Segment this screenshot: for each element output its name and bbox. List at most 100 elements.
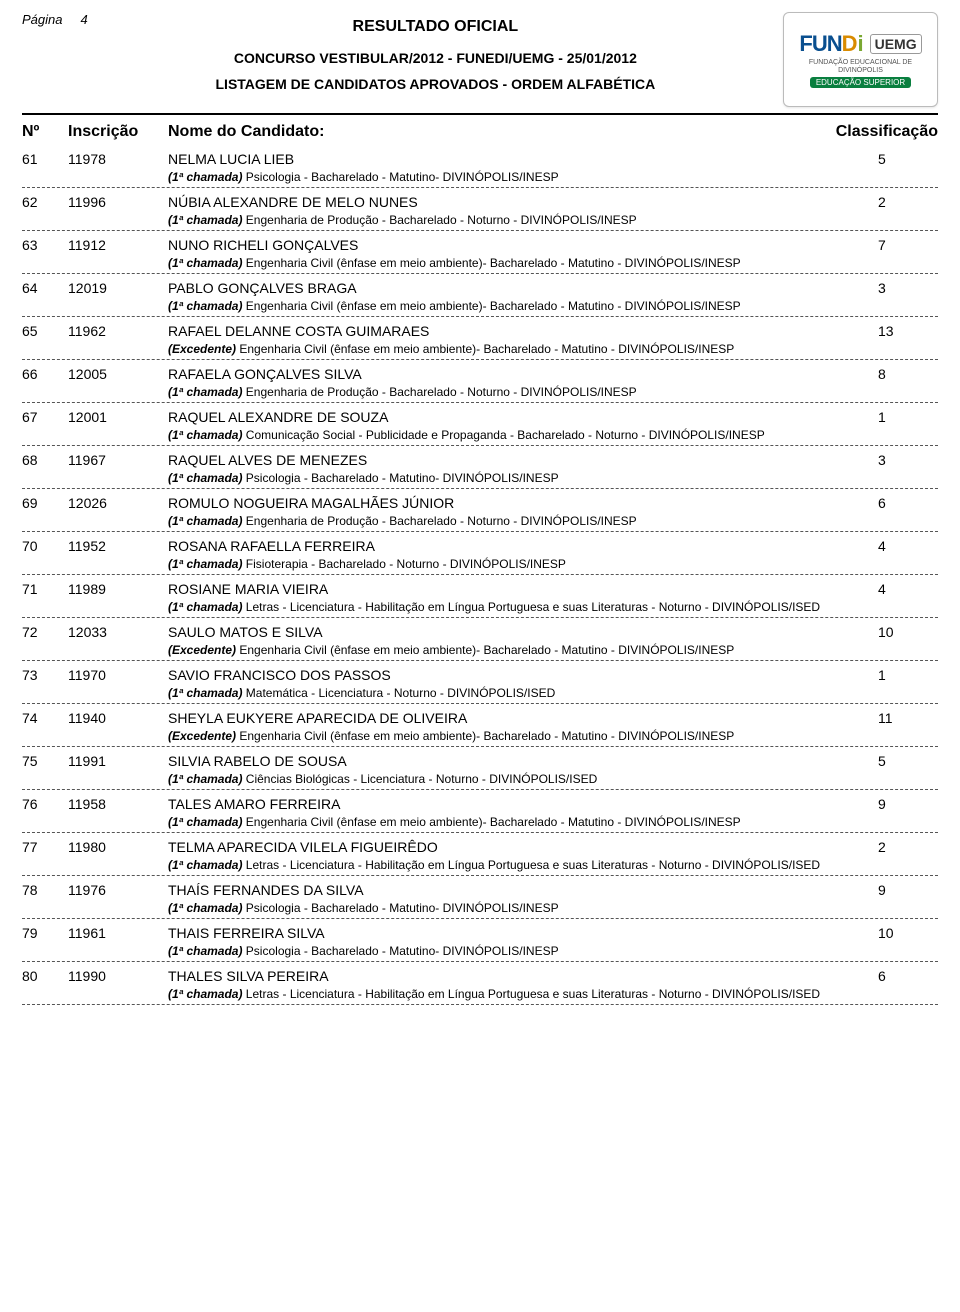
logo-i: i [857,31,863,57]
candidate-status: (1ª chamada) [168,471,242,485]
candidate-no: 78 [22,882,68,898]
candidate-no: 63 [22,237,68,253]
candidate-entry: 7111989ROSIANE MARIA VIEIRA4 (1ª chamada)… [22,577,938,620]
candidate-name: TALES AMARO FERREIRA [168,796,878,812]
candidate-no: 72 [22,624,68,640]
entry-separator [22,1004,938,1005]
candidate-entry: 6712001RAQUEL ALEXANDRE DE SOUZA1(1ª cha… [22,405,938,448]
candidate-inscricao: 11989 [68,581,168,597]
col-header-classificacao: Classificação [818,123,938,141]
candidate-course-row: (Excedente) Engenharia Civil (ênfase em … [22,643,938,657]
candidate-inscricao: 11976 [68,882,168,898]
header-rule [22,113,938,115]
page-container: Página 4 RESULTADO OFICIAL CONCURSO VEST… [0,0,960,1027]
candidates-list: 6111978NELMA LUCIA LIEB5(1ª chamada) Psi… [22,147,938,1007]
candidate-row: 6311912NUNO RICHELI GONÇALVES7 [22,237,938,253]
candidate-row: 7711980TELMA APARECIDA VILELA FIGUEIRÊDO… [22,839,938,855]
candidate-course-row: (1ª chamada) Letras - Licenciatura - Hab… [22,987,938,1001]
candidate-course-row: (1ª chamada) Fisioterapia - Bacharelado … [22,557,938,571]
candidate-status: (1ª chamada) [168,600,242,614]
candidate-entry: 6912026ROMULO NOGUEIRA MAGALHÃES JÚNIOR6… [22,491,938,534]
candidate-inscricao: 11970 [68,667,168,683]
entry-separator [22,273,938,274]
candidate-classificacao: 9 [878,882,938,898]
logo-main: FUNDi UEMG [799,31,921,57]
candidate-classificacao: 9 [878,796,938,812]
candidate-status: (1ª chamada) [168,170,242,184]
candidate-classificacao: 6 [878,968,938,984]
candidate-row: 8011990THALES SILVA PEREIRA6 [22,968,938,984]
candidate-status: (1ª chamada) [168,815,242,829]
candidate-classificacao: 3 [878,452,938,468]
candidate-no: 80 [22,968,68,984]
candidate-course: Psicologia - Bacharelado - Matutino- DIV… [242,944,558,958]
entry-separator [22,617,938,618]
candidate-no: 74 [22,710,68,726]
candidate-name: SILVIA RABELO DE SOUSA [168,753,878,769]
candidate-course: Engenharia Civil (ênfase em meio ambient… [242,256,740,270]
logo: FUNDi UEMG FUNDAÇÃO EDUCACIONAL DE DIVIN… [783,12,938,107]
candidate-row: 7011952ROSANA RAFAELLA FERREIRA4 [22,538,938,554]
column-headers: Nº Inscrição Nome do Candidato: Classifi… [22,123,938,141]
candidate-classificacao: 4 [878,538,938,554]
candidate-name: SHEYLA EUKYERE APARECIDA DE OLIVEIRA [168,710,878,726]
candidate-inscricao: 12019 [68,280,168,296]
page-label-text: Página [22,12,62,27]
candidate-status: (1ª chamada) [168,772,242,786]
candidate-status: (1ª chamada) [168,256,242,270]
header-block: RESULTADO OFICIAL CONCURSO VESTIBULAR/20… [88,12,783,98]
candidate-status: (1ª chamada) [168,385,242,399]
candidate-name: SAVIO FRANCISCO DOS PASSOS [168,667,878,683]
entry-separator [22,875,938,876]
candidate-no: 64 [22,280,68,296]
candidate-classificacao: 11 [878,710,938,726]
candidate-entry: 7711980TELMA APARECIDA VILELA FIGUEIRÊDO… [22,835,938,878]
candidate-row: 6412019PABLO GONÇALVES BRAGA3 [22,280,938,296]
candidate-course: Engenharia Civil (ênfase em meio ambient… [236,729,734,743]
candidate-entry: 7611958TALES AMARO FERREIRA9 (1ª chamada)… [22,792,938,835]
entry-separator [22,746,938,747]
entry-separator [22,316,938,317]
candidate-entry: 7911961THAIS FERREIRA SILVA10(1ª chamada… [22,921,938,964]
candidate-no: 73 [22,667,68,683]
candidate-course-row: (1ª chamada) Engenharia Civil (ênfase em… [22,815,938,829]
candidate-course: Psicologia - Bacharelado - Matutino- DIV… [242,901,558,915]
candidate-name: THAÍS FERNANDES DA SILVA [168,882,878,898]
candidate-status: (1ª chamada) [168,557,242,571]
candidate-row: 7611958TALES AMARO FERREIRA9 [22,796,938,812]
candidate-row: 7111989ROSIANE MARIA VIEIRA4 [22,581,938,597]
candidate-course: Ciências Biológicas - Licenciatura - Not… [242,772,597,786]
candidate-course-row: (1ª chamada) Engenharia Civil (ênfase em… [22,256,938,270]
candidate-course: Letras - Licenciatura - Habilitação em L… [242,858,820,872]
candidate-inscricao: 12005 [68,366,168,382]
candidate-row: 7511991SILVIA RABELO DE SOUSA5 [22,753,938,769]
col-header-nome: Nome do Candidato: [168,123,818,141]
candidate-inscricao: 12033 [68,624,168,640]
candidate-name: NUNO RICHELI GONÇALVES [168,237,878,253]
candidate-inscricao: 11952 [68,538,168,554]
candidate-course-row: (1ª chamada) Psicologia - Bacharelado - … [22,471,938,485]
candidate-status: (Excedente) [168,643,236,657]
candidate-course: Engenharia de Produção - Bacharelado - N… [242,514,636,528]
candidate-status: (1ª chamada) [168,686,242,700]
candidate-no: 75 [22,753,68,769]
candidate-entry: 8011990THALES SILVA PEREIRA6 (1ª chamada)… [22,964,938,1007]
entry-separator [22,230,938,231]
logo-fun: FUN [799,31,841,57]
candidate-course: Letras - Licenciatura - Habilitação em L… [242,600,820,614]
candidate-row: 6211996NÚBIA ALEXANDRE DE MELO NUNES2 [22,194,938,210]
candidate-course: Psicologia - Bacharelado - Matutino- DIV… [242,471,558,485]
candidate-name: THAIS FERREIRA SILVA [168,925,878,941]
logo-badge: EDUCAÇÃO SUPERIOR [810,77,911,88]
candidate-status: (1ª chamada) [168,944,242,958]
candidate-inscricao: 11961 [68,925,168,941]
header-sub2: LISTAGEM DE CANDIDATOS APROVADOS - ORDEM… [88,76,783,92]
candidate-status: (1ª chamada) [168,858,242,872]
candidate-course-row: (1ª chamada) Engenharia Civil (ênfase em… [22,299,938,313]
candidate-status: (1ª chamada) [168,213,242,227]
candidate-course-row: (Excedente) Engenharia Civil (ênfase em … [22,729,938,743]
entry-separator [22,703,938,704]
candidate-row: 6612005RAFAELA GONÇALVES SILVA8 [22,366,938,382]
candidate-no: 68 [22,452,68,468]
candidate-row: 7311970SAVIO FRANCISCO DOS PASSOS1 [22,667,938,683]
